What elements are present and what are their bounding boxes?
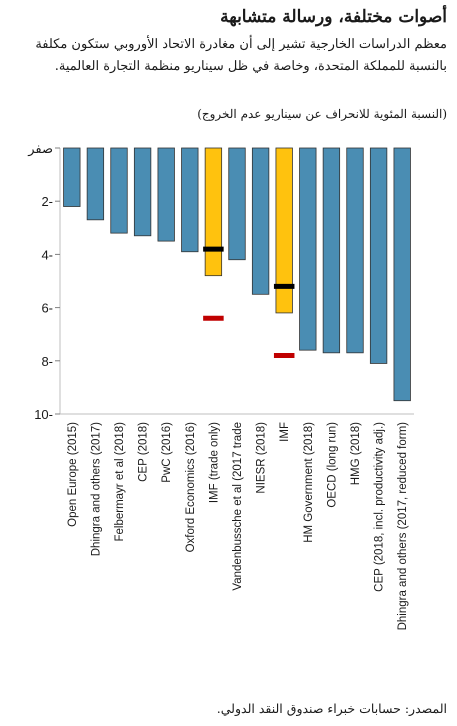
bar [133,147,152,237]
x-axis-labels: Open Europe (2015) Dhingra and others (20… [67,422,409,631]
bar [228,147,246,261]
bar [181,147,199,253]
y-tick-label: 10- [34,407,53,422]
bar [346,147,364,354]
bar [251,147,270,295]
x-tick-label: CEP (2018) [138,422,150,482]
x-tick-label: Dhingra and others (2017) [90,422,102,556]
bar [110,147,128,234]
unit-note: (النسبة المئوية للانحراف عن سيناريو عدم … [197,107,447,121]
chart-subtitle: معظم الدراسات الخارجية تشير إلى أن مغادر… [35,37,447,74]
x-tick-label: HM Government (2018) [303,422,315,543]
x-tick-label: IMF (trade only) [208,422,220,503]
x-tick-label: OECD (long run) [326,422,338,508]
bar [369,147,388,364]
x-tick-label: CEP (2018, incl. productivity adj.) [374,422,386,592]
x-tick-label: Vandenbussche et al (2017 trade [232,422,244,591]
bar [275,147,293,314]
x-tick-label: NIESR (2018) [256,422,268,494]
bar [157,147,175,242]
x-tick-label: PwC (2016) [161,422,173,483]
bar [86,147,105,221]
markers [203,246,295,358]
y-axis: صفر 2- 4- 6- 8- 10- [27,141,60,422]
x-tick-label: Open Europe (2015) [67,422,79,527]
y-tick-label: 6- [41,301,53,316]
x-tick-label: IMF [279,422,291,442]
chart-title: أصوات مختلفة، ورسالة متشابهة [220,7,447,27]
bar [204,147,223,277]
y-tick-label: 8- [41,354,53,369]
bar-chart: صفر 2- 4- 6- 8- 10- Open Europe (2015) Dhingra… [27,141,414,631]
x-tick-label: HMG (2018) [350,422,362,485]
bar [63,147,81,207]
source-note: المصدر: حسابات خبراء صندوق النقد الدولي. [216,701,447,716]
plot-area [59,148,414,415]
bar [322,147,341,354]
bars [63,147,411,402]
bar [299,147,317,351]
x-tick-label: Felbermayr et al (2018) [114,422,126,542]
y-tick-label: صفر [27,141,53,157]
y-tick-label: 2- [41,194,53,209]
x-tick-label: Dhingra and others (2017, reduced form) [397,422,409,631]
bar [393,147,411,402]
x-tick-label: Oxford Economics (2016) [185,422,197,553]
y-tick-label: 4- [41,247,53,262]
